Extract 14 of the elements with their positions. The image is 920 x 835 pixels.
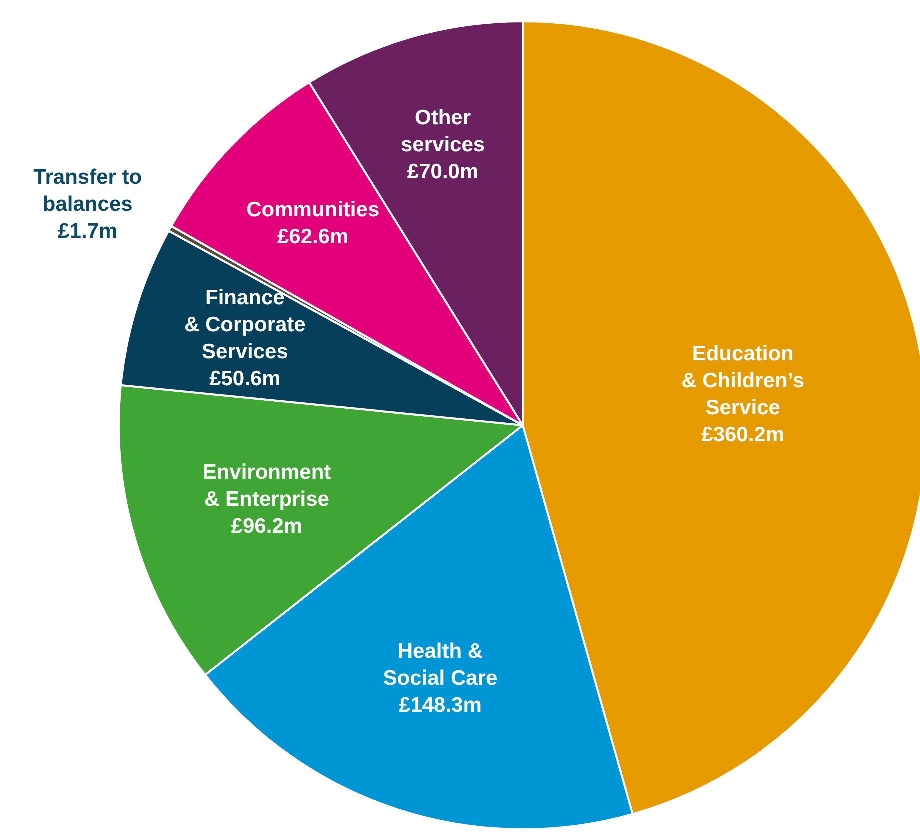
data-label: £148.3m (399, 694, 482, 717)
data-label: £360.2m (702, 423, 785, 446)
slice-label: Education & Children’s Service (682, 342, 805, 420)
slice-label: Environment & Enterprise (202, 460, 332, 511)
slice-label: Other services (400, 106, 486, 157)
slice-label: Communities (246, 198, 380, 222)
slice-label: Finance & Corporate Services (184, 286, 306, 364)
data-label: £62.6m (277, 225, 349, 248)
slice-label: Transfer to balances (34, 166, 142, 216)
data-label: £50.6m (210, 368, 281, 391)
slice-label: Health & Social Care (383, 640, 498, 690)
data-label: £96.2m (231, 514, 303, 538)
data-label: £1.7m (58, 220, 118, 243)
data-label: £70.0m (407, 160, 479, 184)
